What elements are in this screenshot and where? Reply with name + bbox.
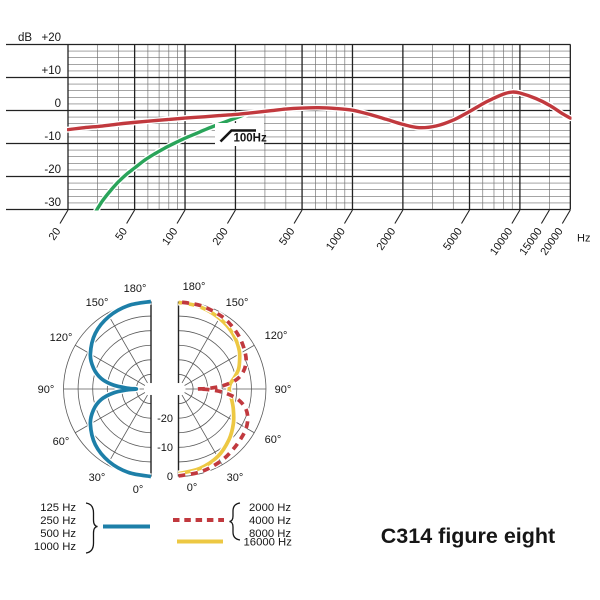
polar-pattern-curves <box>87 298 251 480</box>
bass-cut-filter-annotation: 100Hz <box>215 123 267 146</box>
legend-left-brace <box>85 502 98 554</box>
legend-label-125hz: 125 Hz <box>40 502 76 514</box>
frequency-response-curves <box>67 88 572 211</box>
legend-label-1000hz: 1000 Hz <box>34 541 76 553</box>
legend-label-500hz: 500 Hz <box>40 528 76 540</box>
svg-text:0: 0 <box>55 98 61 110</box>
svg-text:50: 50 <box>113 226 130 243</box>
svg-text:0: 0 <box>167 471 173 483</box>
filter-frequency-label: 100Hz <box>234 133 267 145</box>
svg-text:5000: 5000 <box>441 226 465 253</box>
svg-text:Hz: Hz <box>577 233 590 245</box>
svg-text:+20: +20 <box>41 32 61 44</box>
svg-text:20000: 20000 <box>538 226 565 258</box>
svg-text:90°: 90° <box>38 384 55 396</box>
svg-text:500: 500 <box>277 226 297 248</box>
svg-text:10000: 10000 <box>488 226 515 258</box>
legend-label-2000hz: 2000 Hz <box>249 502 291 514</box>
svg-text:-10: -10 <box>157 442 173 454</box>
svg-text:150°: 150° <box>86 297 109 309</box>
legend: 125 Hz 250 Hz 500 Hz 1000 Hz 2000 Hz 400… <box>34 502 293 554</box>
legend-label-4000hz: 4000 Hz <box>249 515 291 527</box>
svg-text:+10: +10 <box>41 65 61 77</box>
svg-text:1000: 1000 <box>324 226 348 253</box>
svg-text:150°: 150° <box>226 297 249 309</box>
legend-label-8000hz: 8000 Hz <box>249 528 291 540</box>
svg-text:60°: 60° <box>265 434 282 446</box>
svg-text:2000: 2000 <box>374 226 398 253</box>
svg-text:-20: -20 <box>44 164 61 176</box>
svg-text:30°: 30° <box>89 472 106 484</box>
legend-right-brace <box>229 502 241 541</box>
caption: C314 figure eight <box>381 524 555 548</box>
svg-text:30°: 30° <box>227 472 244 484</box>
legend-label-16000hz: 16000 Hz <box>244 537 293 549</box>
high-pass-filter-icon <box>219 129 256 143</box>
legend-label-250hz: 250 Hz <box>40 515 76 527</box>
svg-text:180°: 180° <box>124 283 147 295</box>
frequency-axis-labels: 20 50 100 200 500 1000 2000 5000 10000 1500020000… <box>47 209 590 258</box>
svg-text:0°: 0° <box>187 482 198 494</box>
svg-text:20: 20 <box>47 226 64 243</box>
svg-text:0°: 0° <box>133 484 144 496</box>
polar-angle-labels: 180° 180° 150° 150° 120° 120° 90° 90° 60° 60° 30° 3… <box>38 281 292 496</box>
svg-text:-20: -20 <box>157 413 173 425</box>
svg-text:dB: dB <box>18 32 32 44</box>
svg-text:120°: 120° <box>50 332 73 344</box>
svg-text:180°: 180° <box>183 281 206 293</box>
svg-text:60°: 60° <box>53 436 70 448</box>
svg-text:-10: -10 <box>44 131 61 143</box>
svg-text:90°: 90° <box>275 384 292 396</box>
svg-text:120°: 120° <box>265 330 288 342</box>
db-axis-labels: +20 +10 0 -10 -20 -30 dB <box>18 32 61 209</box>
annotation-background <box>215 123 264 146</box>
svg-text:200: 200 <box>211 226 231 248</box>
svg-text:-30: -30 <box>44 197 61 209</box>
svg-text:100: 100 <box>160 226 180 248</box>
frequency-grid <box>6 43 571 211</box>
